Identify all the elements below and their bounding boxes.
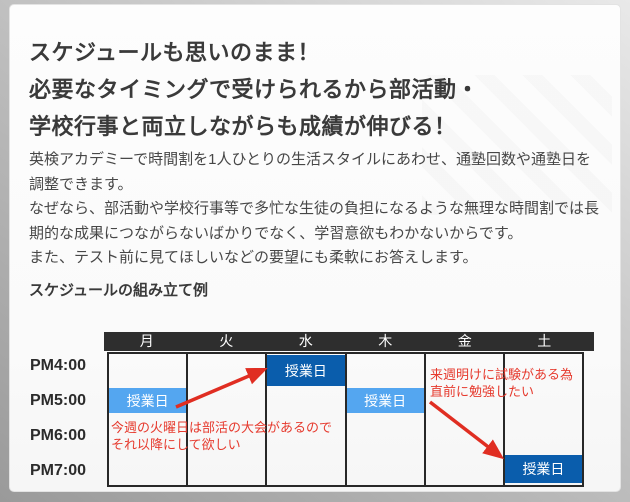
- day-column-4: 授業日: [344, 352, 426, 487]
- time-label: PM4:00: [29, 357, 86, 374]
- day-header-cell: 水: [298, 333, 313, 349]
- content-card: スケジュールも思いのまま！ 必要なタイミングで受けられるから部活動・ 学校行事と…: [9, 4, 621, 492]
- schedule-table: PM4:00 PM5:00 PM6:00 PM7:00 月火水木金土 授業日 授業日 授業…: [10, 332, 620, 491]
- lesson-day-cell: 授業日: [267, 355, 345, 386]
- day-column-6: 授業日: [502, 352, 585, 487]
- time-label: PM5:00: [29, 392, 86, 409]
- lesson-day-cell: 授業日: [504, 455, 583, 483]
- day-header-cell: 金: [457, 333, 472, 349]
- time-label: PM6:00: [29, 427, 86, 444]
- time-label: PM7:00: [29, 462, 86, 479]
- day-header-row: 月火水木金土: [104, 332, 594, 351]
- schedule-note: 来週明けに試験がある為 直前に勉強したい: [430, 367, 574, 399]
- lesson-day-cell: 授業日: [346, 388, 424, 413]
- day-header-cell: 木: [378, 333, 393, 349]
- intro-paragraph: 英検アカデミーで時間割を1人ひとりの生活スタイルにあわせ、通塾回数や通塾日を調整…: [29, 151, 600, 266]
- schedule-example-title: スケジュールの組み立て例: [29, 281, 208, 299]
- schedule-grid: 授業日 授業日 授業日 授業日: [107, 352, 585, 487]
- day-header-cell: 月: [139, 333, 154, 349]
- lesson-day-cell: 授業日: [109, 388, 187, 413]
- page-title: スケジュールも思いのまま！ 必要なタイミングで受けられるから部活動・ 学校行事と…: [29, 40, 480, 139]
- schedule-note: 今週の火曜日は部活の大会があるので それ以降にして欲しい: [111, 420, 333, 452]
- day-header-cell: 土: [537, 333, 552, 349]
- day-header-cell: 火: [219, 333, 234, 349]
